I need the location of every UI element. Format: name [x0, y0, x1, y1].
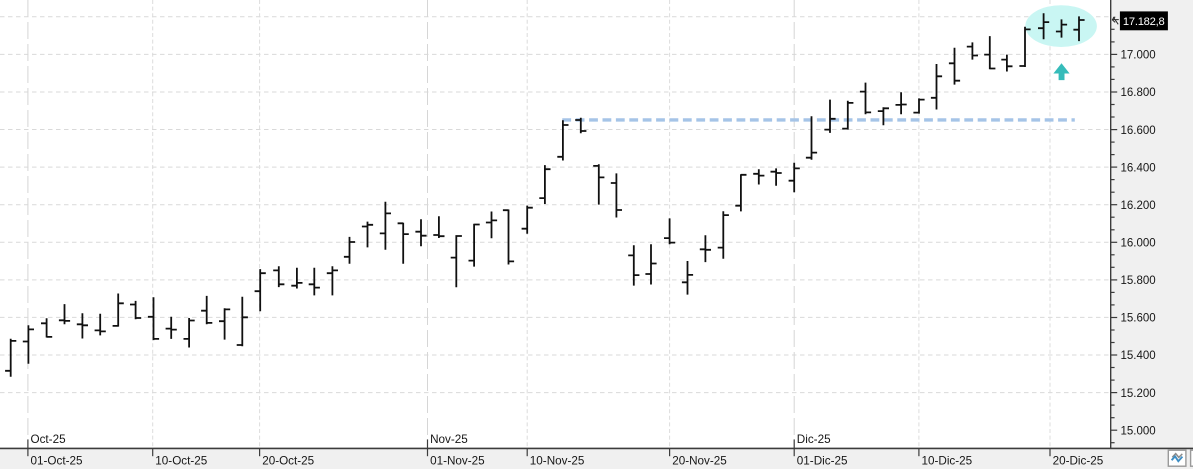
- svg-text:15.800: 15.800: [1121, 275, 1156, 287]
- svg-text:17.000: 17.000: [1121, 50, 1156, 62]
- svg-text:16.600: 16.600: [1121, 125, 1156, 137]
- svg-text:16.000: 16.000: [1121, 238, 1156, 250]
- svg-text:16.400: 16.400: [1121, 162, 1156, 174]
- svg-text:01-Oct-25: 01-Oct-25: [31, 455, 83, 468]
- svg-text:Nov-25: Nov-25: [430, 433, 468, 446]
- svg-text:10-Dic-25: 10-Dic-25: [922, 455, 973, 468]
- svg-text:15.200: 15.200: [1121, 388, 1156, 400]
- svg-text:16.200: 16.200: [1121, 200, 1156, 212]
- svg-text:20-Oct-25: 20-Oct-25: [262, 455, 314, 468]
- svg-text:16.800: 16.800: [1121, 87, 1156, 99]
- svg-text:01-Dic-25: 01-Dic-25: [797, 455, 848, 468]
- svg-text:20-Dic-25: 20-Dic-25: [1053, 455, 1104, 468]
- svg-text:Oct-25: Oct-25: [31, 433, 67, 446]
- svg-text:01-Nov-25: 01-Nov-25: [430, 455, 485, 468]
- svg-text:10-Nov-25: 10-Nov-25: [530, 455, 585, 468]
- svg-text:15.600: 15.600: [1121, 313, 1156, 325]
- svg-text:17.182,8: 17.182,8: [1123, 16, 1165, 28]
- svg-text:15.000: 15.000: [1121, 425, 1156, 437]
- svg-text:Dic-25: Dic-25: [797, 433, 831, 446]
- svg-text:10-Oct-25: 10-Oct-25: [155, 455, 207, 468]
- svg-text:20-Nov-25: 20-Nov-25: [672, 455, 727, 468]
- svg-text:15.400: 15.400: [1121, 350, 1156, 362]
